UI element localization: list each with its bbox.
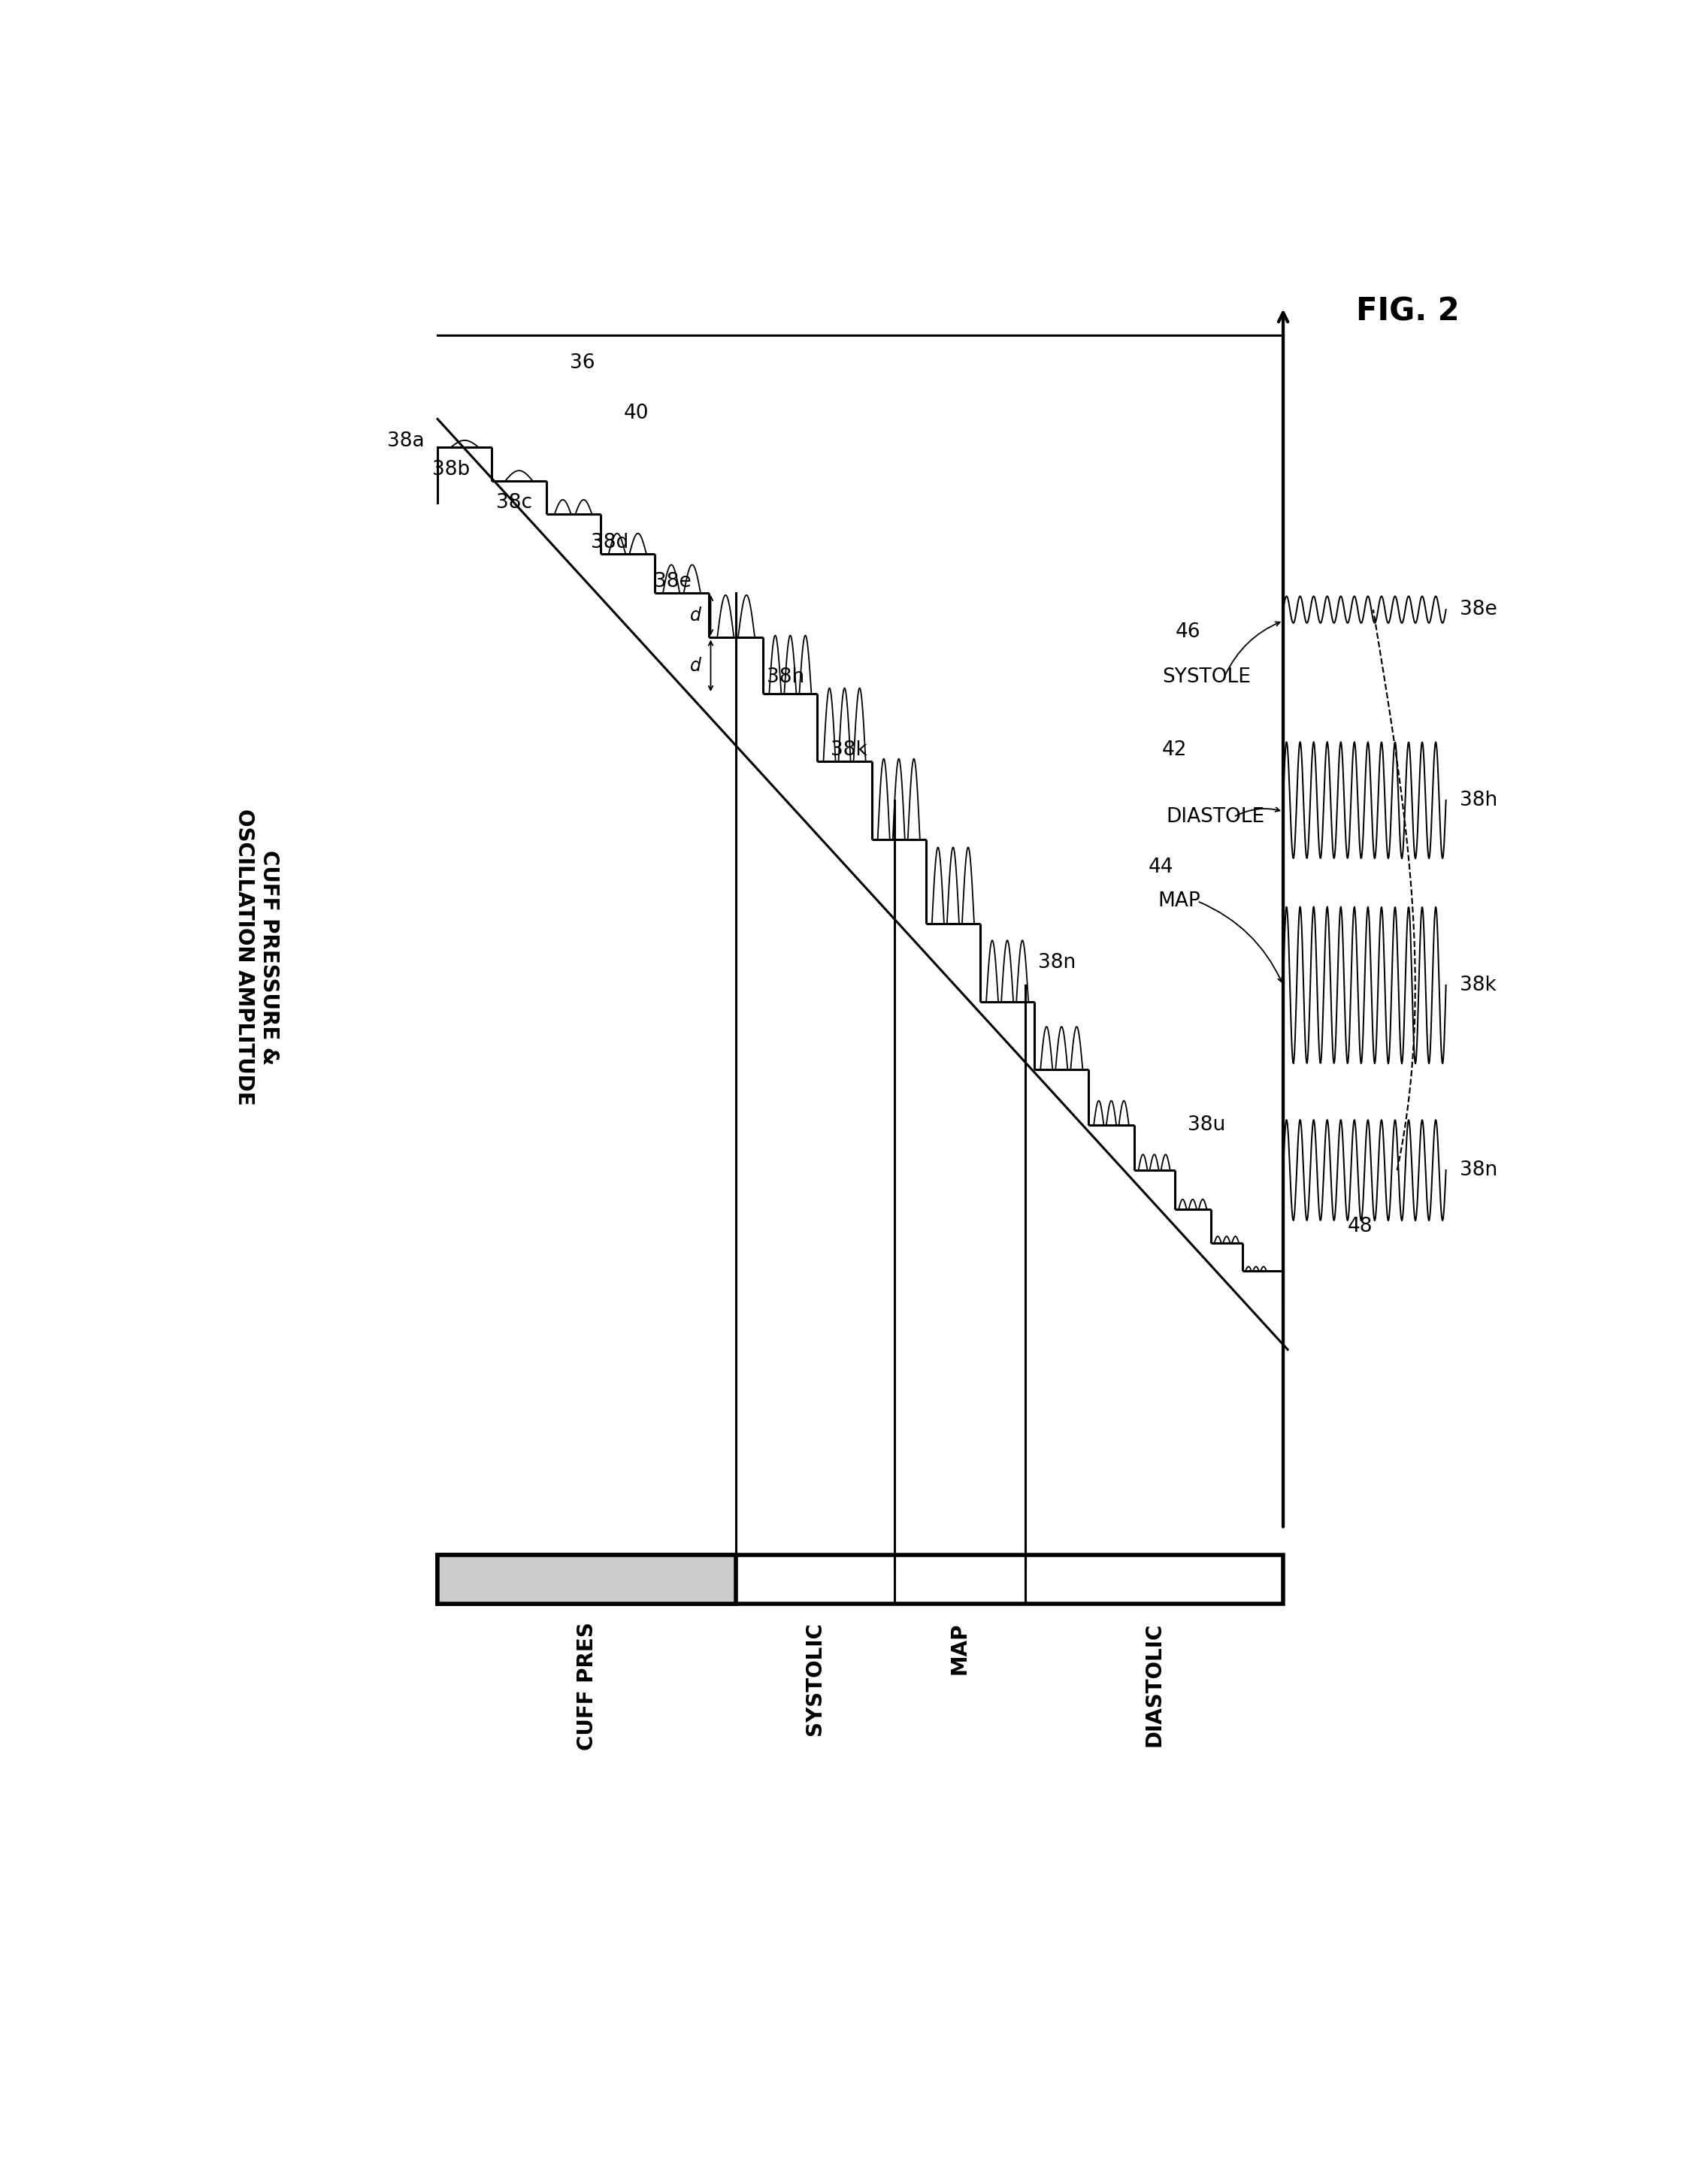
Text: FIG. 2: FIG. 2 [1355, 295, 1460, 328]
Bar [438, 1555, 736, 1603]
Text: 38e: 38e [1460, 601, 1497, 620]
Text: 38b: 38b [431, 459, 470, 478]
Text: SYSTOLE: SYSTOLE [1162, 666, 1250, 686]
Text: 38e: 38e [655, 572, 692, 592]
Text: 38h: 38h [1460, 791, 1497, 810]
Text: MAP: MAP [949, 1623, 971, 1675]
Text: 38n: 38n [1460, 1160, 1497, 1179]
Bar [438, 1555, 1283, 1603]
Text: 38d: 38d [591, 533, 628, 553]
Text: 40: 40 [624, 404, 650, 424]
Text: CUFF PRESSURE &
OSCILLATION AMPLITUDE: CUFF PRESSURE & OSCILLATION AMPLITUDE [233, 808, 279, 1105]
Text: 46: 46 [1176, 622, 1201, 642]
Text: DIASTOLE: DIASTOLE [1166, 808, 1264, 828]
Text: 38h: 38h [766, 666, 805, 686]
Text: 38a: 38a [387, 432, 425, 452]
Text: d: d [690, 657, 700, 675]
Text: SYSTOLIC: SYSTOLIC [805, 1623, 826, 1736]
Text: d: d [690, 607, 700, 625]
Text: 42: 42 [1162, 740, 1188, 760]
Text: MAP: MAP [1157, 891, 1201, 911]
Text: CUFF PRES: CUFF PRES [577, 1623, 597, 1749]
Text: 38c: 38c [496, 494, 533, 513]
Text: 38k: 38k [831, 740, 868, 760]
Text: 44: 44 [1149, 858, 1174, 878]
Text: 36: 36 [570, 354, 596, 373]
Text: 48: 48 [1347, 1216, 1372, 1236]
Text: DIASTOLIC: DIASTOLIC [1144, 1623, 1164, 1747]
Text: 38n: 38n [1039, 952, 1076, 972]
Text: 38u: 38u [1188, 1116, 1225, 1136]
Text: 38k: 38k [1460, 976, 1496, 996]
